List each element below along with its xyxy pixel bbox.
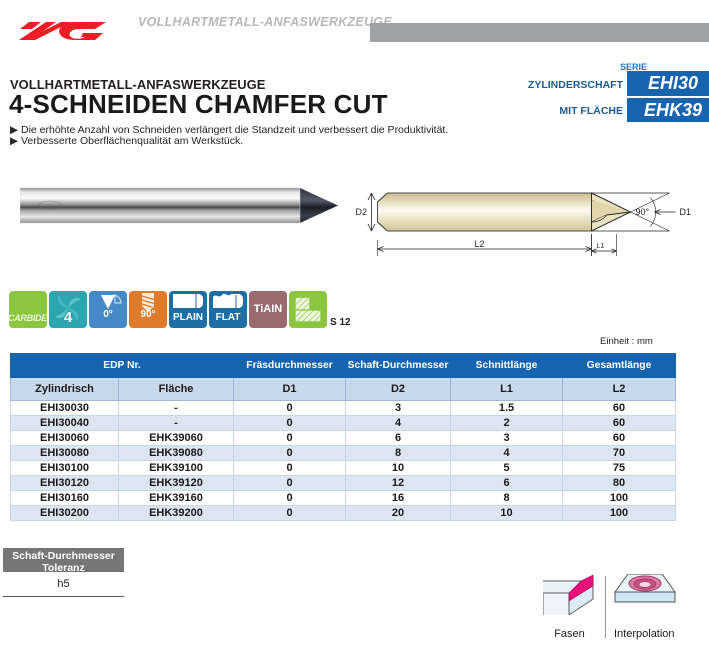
svg-text:90°: 90° [636, 207, 650, 217]
svg-text:D2: D2 [356, 207, 368, 217]
svg-text:D1: D1 [680, 207, 692, 217]
svg-text:L1: L1 [597, 243, 605, 250]
svg-text:L2: L2 [475, 239, 485, 249]
